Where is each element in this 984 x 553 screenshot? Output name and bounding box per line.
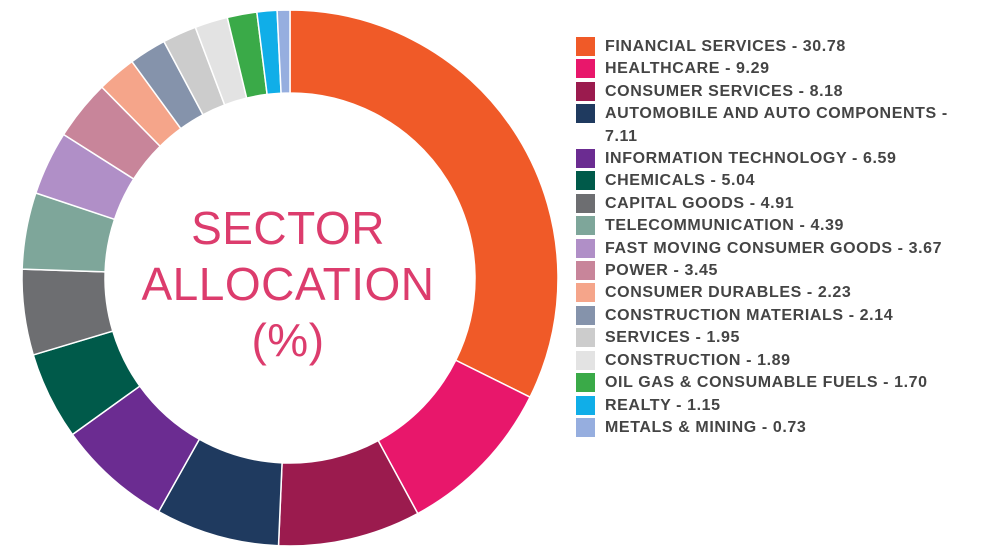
- legend-item: FINANCIAL SERVICES - 30.78: [576, 36, 976, 58]
- legend-swatch: [576, 59, 595, 79]
- legend-label: HEALTHCARE - 9.29: [605, 60, 770, 78]
- legend-label: CONSUMER DURABLES - 2.23: [605, 284, 852, 302]
- legend-label: CHEMICALS - 5.04: [605, 172, 756, 190]
- legend-swatch: [576, 261, 595, 281]
- legend-item: CAPITAL GOODS - 4.91: [576, 193, 976, 215]
- legend-label: METALS & MINING - 0.73: [605, 418, 807, 436]
- legend-item: METALS & MINING - 0.73: [576, 417, 976, 439]
- legend-item: TELECOMMUNICATION - 4.39: [576, 215, 976, 237]
- center-title-line-1: SECTOR: [191, 202, 385, 254]
- legend-label: FAST MOVING CONSUMER GOODS - 3.67: [605, 239, 943, 257]
- center-title-line-2: ALLOCATION: [141, 258, 435, 310]
- legend-item: HEALTHCARE - 9.29: [576, 58, 976, 80]
- legend-label: FINANCIAL SERVICES - 30.78: [605, 38, 846, 55]
- legend-label: OIL GAS & CONSUMABLE FUELS - 1.70: [605, 374, 928, 392]
- legend-swatch: [576, 171, 595, 191]
- pie-slice: [289, 9, 559, 399]
- legend-item: CONSUMER SERVICES - 8.18: [576, 81, 976, 103]
- legend-label: CONSUMER SERVICES - 8.18: [605, 82, 844, 100]
- legend-label: INFORMATION TECHNOLOGY - 6.59: [605, 150, 897, 168]
- legend-item: FAST MOVING CONSUMER GOODS - 3.67: [576, 238, 976, 260]
- legend-item: REALTY - 1.15: [576, 395, 976, 417]
- legend-label: REALTY - 1.15: [605, 396, 721, 414]
- legend-swatch: [576, 283, 595, 303]
- legend-item: CONSTRUCTION MATERIALS - 2.14: [576, 305, 976, 327]
- legend-label: POWER - 3.45: [605, 262, 719, 280]
- legend-swatch: [576, 417, 595, 437]
- legend-item: CHEMICALS - 5.04: [576, 170, 976, 192]
- legend-swatch: [576, 305, 595, 325]
- legend-swatch: [576, 149, 595, 169]
- legend-swatch: [576, 395, 595, 415]
- legend-item: SERVICES - 1.95: [576, 327, 976, 349]
- legend-swatch: [576, 373, 595, 393]
- pie-slice: [276, 9, 291, 94]
- legend-label: CAPITAL GOODS - 4.91: [605, 194, 795, 212]
- legend-label: CONSTRUCTION MATERIALS - 2.14: [605, 306, 894, 324]
- legend-item: CONSTRUCTION - 1.89: [576, 350, 976, 372]
- legend-item: OIL GAS & CONSUMABLE FUELS - 1.70: [576, 372, 976, 394]
- legend-item: INFORMATION TECHNOLOGY - 6.59: [576, 148, 976, 170]
- chart-center-title: SECTOR ALLOCATION (%): [118, 200, 458, 368]
- legend-label: SERVICES - 1.95: [605, 329, 740, 347]
- chart-legend: FINANCIAL SERVICES - 30.78 HEALTHCARE - 9…: [576, 36, 976, 439]
- legend-swatch: [576, 193, 595, 213]
- center-title-line-3: (%): [251, 314, 325, 366]
- legend-swatch: [576, 216, 595, 236]
- donut-chart: [21, 9, 559, 547]
- legend-swatch: [576, 104, 595, 124]
- legend-label: AUTOMOBILE AND AUTO COMPONENTS - 7.11: [605, 105, 948, 145]
- legend-item: AUTOMOBILE AND AUTO COMPONENTS - 7.11: [576, 103, 976, 148]
- legend-swatch: [576, 328, 595, 348]
- legend-label: TELECOMMUNICATION - 4.39: [605, 217, 845, 235]
- legend-swatch: [576, 37, 595, 56]
- legend-swatch: [576, 81, 595, 101]
- legend-label: CONSTRUCTION - 1.89: [605, 351, 791, 369]
- legend-item: CONSUMER DURABLES - 2.23: [576, 282, 976, 304]
- legend-item: POWER - 3.45: [576, 260, 976, 282]
- legend-swatch: [576, 238, 595, 258]
- legend-swatch: [576, 350, 595, 370]
